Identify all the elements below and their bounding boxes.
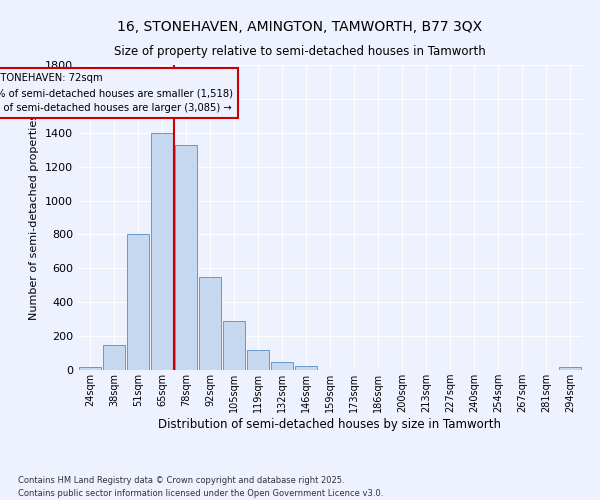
Text: Contains HM Land Registry data © Crown copyright and database right 2025.
Contai: Contains HM Land Registry data © Crown c… [18,476,383,498]
Bar [223,321,245,370]
Bar [175,144,197,370]
Bar [127,234,149,370]
Bar [559,368,581,370]
Y-axis label: Number of semi-detached properties: Number of semi-detached properties [29,114,40,320]
Bar [199,277,221,370]
Text: Size of property relative to semi-detached houses in Tamworth: Size of property relative to semi-detach… [114,45,486,58]
X-axis label: Distribution of semi-detached houses by size in Tamworth: Distribution of semi-detached houses by … [158,418,502,431]
Bar [271,362,293,370]
Bar [79,366,101,370]
Bar [247,350,269,370]
Bar [151,133,173,370]
Text: 16, STONEHAVEN, AMINGTON, TAMWORTH, B77 3QX: 16, STONEHAVEN, AMINGTON, TAMWORTH, B77 … [118,20,482,34]
Bar [295,366,317,370]
Bar [103,344,125,370]
Text: 16 STONEHAVEN: 72sqm
← 32% of semi-detached houses are smaller (1,518)
  65% of : 16 STONEHAVEN: 72sqm ← 32% of semi-detac… [0,74,233,113]
